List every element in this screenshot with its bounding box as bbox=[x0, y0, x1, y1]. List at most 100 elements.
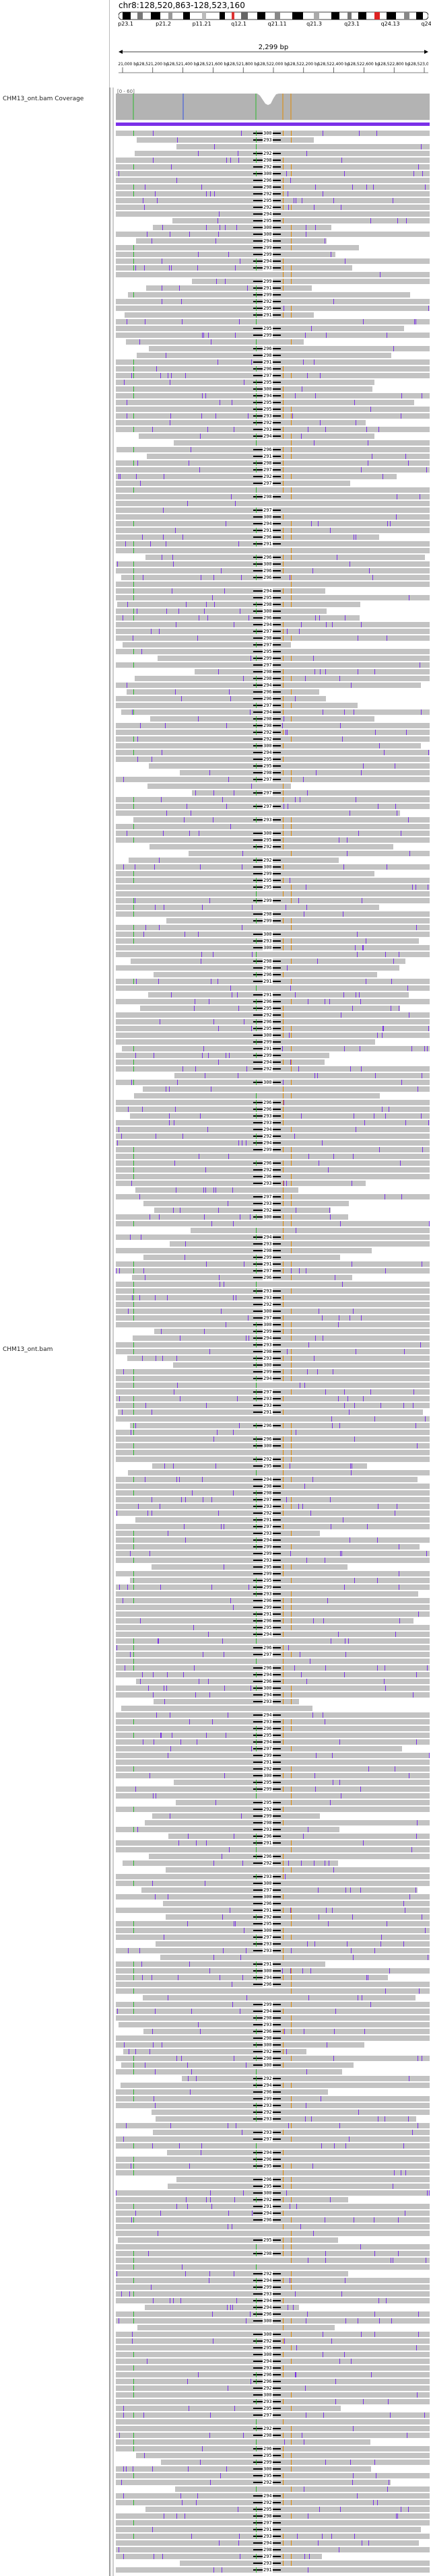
insertion-mark[interactable] bbox=[173, 1463, 174, 1469]
insertion-mark[interactable] bbox=[285, 1874, 286, 1879]
insertion-mark[interactable] bbox=[387, 2486, 388, 2492]
read-row[interactable] bbox=[116, 1988, 430, 1994]
read-row[interactable]: 300 bbox=[116, 171, 430, 176]
insertion-mark[interactable] bbox=[376, 131, 377, 136]
insertion-mark[interactable] bbox=[200, 864, 201, 870]
read-row[interactable]: 292 bbox=[116, 1914, 430, 1920]
aligned-read[interactable] bbox=[116, 420, 366, 425]
insertion-mark[interactable] bbox=[287, 965, 288, 971]
read-row[interactable]: 293 bbox=[116, 1295, 430, 1300]
insertion-mark[interactable] bbox=[339, 1780, 340, 1785]
insertion-mark[interactable] bbox=[202, 1477, 203, 1482]
insertion-mark[interactable] bbox=[352, 1006, 353, 1011]
read-row[interactable]: 300 bbox=[116, 232, 430, 237]
read-row[interactable]: 293 bbox=[116, 1504, 430, 1509]
insertion-mark[interactable] bbox=[242, 851, 243, 856]
insertion-mark[interactable] bbox=[405, 1120, 406, 1125]
aligned-read[interactable] bbox=[189, 851, 430, 856]
insertion-mark[interactable] bbox=[119, 1585, 120, 1590]
insertion-mark[interactable] bbox=[333, 1867, 334, 1873]
insertion-mark[interactable] bbox=[299, 629, 300, 634]
insertion-mark[interactable] bbox=[428, 1120, 429, 1125]
insertion-mark[interactable] bbox=[288, 2123, 289, 2128]
insertion-mark[interactable] bbox=[167, 1672, 168, 1677]
insertion-mark[interactable] bbox=[317, 959, 318, 964]
read-row[interactable]: 300 bbox=[116, 514, 430, 520]
read-row[interactable] bbox=[116, 891, 430, 897]
insertion-mark[interactable] bbox=[374, 2251, 375, 2256]
insertion-mark[interactable] bbox=[363, 763, 364, 769]
insertion-mark[interactable] bbox=[221, 1524, 222, 1529]
insertion-mark[interactable] bbox=[131, 1181, 132, 1186]
insertion-mark[interactable] bbox=[379, 2318, 380, 2324]
insertion-mark[interactable] bbox=[286, 2049, 287, 2054]
insertion-mark[interactable] bbox=[185, 1241, 186, 1247]
read-row[interactable]: 296 bbox=[116, 1436, 430, 1442]
read-row[interactable]: 295 bbox=[116, 595, 430, 600]
insertion-mark[interactable] bbox=[353, 1309, 354, 1314]
insertion-mark[interactable] bbox=[155, 191, 156, 197]
coverage-track[interactable]: [0 - 60] bbox=[116, 88, 430, 120]
insertion-mark[interactable] bbox=[335, 2399, 336, 2404]
read-row[interactable]: 293 bbox=[116, 1874, 430, 1879]
insertion-mark[interactable] bbox=[142, 1975, 143, 1980]
insertion-mark[interactable] bbox=[242, 1975, 243, 1980]
aligned-read[interactable] bbox=[116, 1221, 430, 1226]
insertion-mark[interactable] bbox=[282, 1968, 283, 1974]
insertion-mark[interactable] bbox=[370, 2002, 371, 2007]
read-row[interactable]: 300 bbox=[116, 2062, 430, 2068]
insertion-mark[interactable] bbox=[152, 2527, 153, 2532]
insertion-mark[interactable] bbox=[403, 1403, 404, 1408]
insertion-mark[interactable] bbox=[144, 205, 145, 210]
insertion-mark[interactable] bbox=[315, 184, 316, 190]
aligned-read[interactable] bbox=[133, 817, 430, 823]
insertion-mark[interactable] bbox=[203, 333, 204, 338]
insertion-mark[interactable] bbox=[195, 790, 196, 796]
insertion-mark[interactable] bbox=[233, 1430, 234, 1435]
insertion-mark[interactable] bbox=[213, 1860, 214, 1866]
insertion-mark[interactable] bbox=[315, 1335, 316, 1341]
insertion-mark[interactable] bbox=[314, 1773, 315, 1778]
insertion-mark[interactable] bbox=[406, 218, 407, 223]
read-row[interactable]: 299 bbox=[116, 333, 430, 338]
insertion-mark[interactable] bbox=[331, 1416, 332, 1422]
insertion-mark[interactable] bbox=[335, 2379, 336, 2384]
insertion-mark[interactable] bbox=[207, 1127, 208, 1132]
insertion-mark[interactable] bbox=[394, 2170, 395, 2175]
aligned-read[interactable] bbox=[135, 151, 430, 156]
insertion-mark[interactable] bbox=[360, 2244, 361, 2250]
read-row[interactable] bbox=[116, 272, 430, 277]
insertion-mark[interactable] bbox=[362, 945, 363, 950]
read-row[interactable]: 291 bbox=[116, 285, 430, 291]
insertion-mark[interactable] bbox=[221, 568, 222, 573]
aligned-read[interactable] bbox=[116, 703, 358, 708]
aligned-read[interactable] bbox=[180, 2561, 430, 2566]
read-row[interactable] bbox=[116, 1282, 430, 1287]
insertion-mark[interactable] bbox=[213, 790, 214, 796]
insertion-mark[interactable] bbox=[295, 2291, 296, 2297]
read-row[interactable]: 296 bbox=[116, 1174, 430, 1179]
insertion-mark[interactable] bbox=[360, 999, 361, 1004]
read-row[interactable]: 300 bbox=[116, 2352, 430, 2357]
insertion-mark[interactable] bbox=[209, 1968, 210, 1974]
read-row[interactable]: 297 bbox=[116, 1887, 430, 1893]
insertion-mark[interactable] bbox=[295, 2372, 296, 2377]
insertion-mark[interactable] bbox=[239, 2534, 240, 2539]
insertion-mark[interactable] bbox=[328, 1921, 329, 1926]
insertion-mark[interactable] bbox=[352, 2480, 353, 2485]
insertion-mark[interactable] bbox=[126, 2466, 127, 2472]
read-row[interactable]: 298 bbox=[116, 158, 430, 163]
read-row[interactable]: 292 bbox=[116, 2049, 430, 2054]
read-row[interactable]: 298 bbox=[116, 911, 430, 917]
insertion-mark[interactable] bbox=[207, 615, 208, 621]
insertion-mark[interactable] bbox=[234, 2197, 235, 2202]
read-row[interactable]: 291 bbox=[116, 454, 430, 459]
insertion-mark[interactable] bbox=[425, 1928, 426, 1933]
aligned-read[interactable] bbox=[174, 1073, 430, 1078]
insertion-mark[interactable] bbox=[315, 393, 316, 398]
insertion-mark[interactable] bbox=[206, 225, 207, 230]
insertion-mark[interactable] bbox=[247, 285, 248, 291]
insertion-mark[interactable] bbox=[308, 1995, 309, 2000]
insertion-mark[interactable] bbox=[191, 2009, 192, 2014]
insertion-mark[interactable] bbox=[389, 1968, 390, 1974]
